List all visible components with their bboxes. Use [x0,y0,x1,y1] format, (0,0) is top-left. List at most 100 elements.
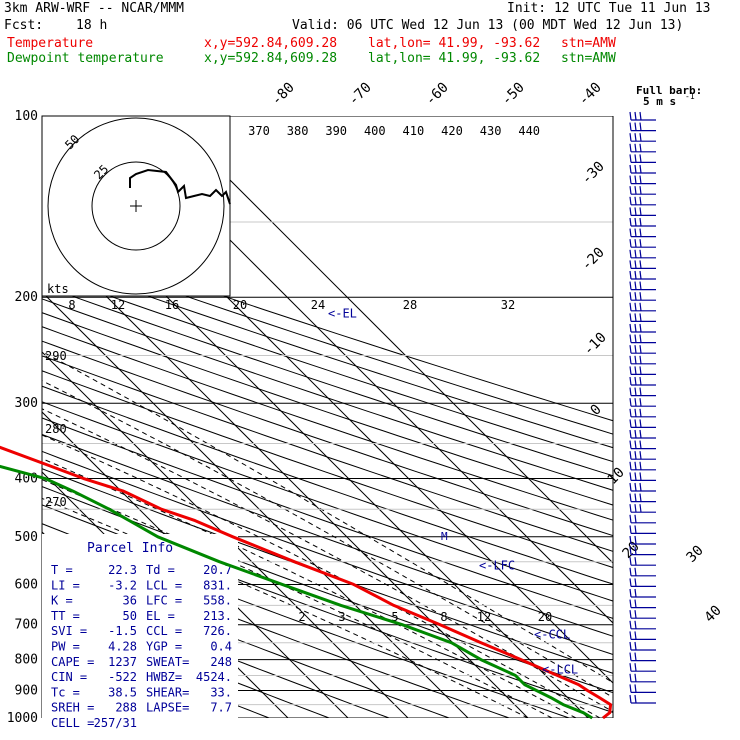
temperature-label: -60 [423,80,452,109]
parcel-value: 50 [123,609,137,623]
temperature-label: -30 [579,159,608,188]
wind-barb-flag [629,631,632,640]
init-time: Init: 12 UTC Tue 11 Jun 13 [507,1,711,16]
wind-barb-flag [634,684,637,693]
wind-barb-flag [629,514,632,523]
wind-barb-flag [629,249,632,258]
wind-barb-flag [629,387,632,396]
hodograph-trace [129,168,231,205]
hodograph-units: kts [47,282,69,296]
wind-barb-flag [629,578,632,587]
wind-barb-flag [639,175,642,184]
wind-barb-flag [629,143,632,152]
parcel-key: SREH = [51,701,94,715]
forecast-label: Fcst: [4,18,44,33]
wind-barb-flag [629,122,632,131]
temperature-label: -80 [269,80,298,109]
theta-label: 440 [518,124,540,138]
wind-barb-flag [629,546,632,555]
temperature-label: -10 [581,330,610,359]
theta-label: 380 [287,124,309,138]
wind-barb-flag [634,302,637,311]
wind-barb-flag [629,567,632,576]
theta-label: 430 [480,124,502,138]
dew-latlon: lat,lon= 41.99, -93.62 [368,51,541,66]
moist-adiabat [42,479,553,718]
wind-barb-flag [629,345,632,354]
wind-barb-flag [639,186,642,195]
wind-barb-flag [639,387,642,396]
parcel-value: 22.3 [108,563,137,577]
parcel-info-panel [42,534,238,718]
wind-barb-flag [629,186,632,195]
wind-barb-flag [639,313,642,322]
wind-barb-flag [634,419,637,428]
parcel-key: K = [51,594,73,608]
theta-label: 410 [403,124,425,138]
pressure-label: 600 [15,577,38,592]
parcel-value: 38.5 [108,685,137,699]
isotherm [42,351,409,718]
pressure-label: 100 [15,109,38,124]
wind-barb-flag [629,663,632,672]
wind-barb-flag [634,673,637,682]
wind-barb-flag [629,154,632,163]
wind-barb-flag [629,419,632,428]
temperature-label: -20 [579,245,608,274]
hodograph-ring [47,117,225,295]
wind-barb-flag [639,164,642,174]
wind-barb-flag [634,514,637,523]
pressure-label: 300 [15,396,38,411]
mixing-ratio-label: 8 [440,610,447,624]
wind-barb-flag [629,334,632,343]
temperature-label: 0 [588,402,605,419]
wind-barb-flag [639,217,642,227]
parcel-value: -3.2 [108,578,137,592]
wind-barb-flag [639,345,642,354]
pressure-label: 800 [15,653,38,668]
wind-barb-flag [629,398,632,407]
wind-barb-flag [634,323,637,333]
parcel-key: CAPE = [51,655,94,669]
wind-barb-flag [629,164,632,174]
wind-barb-flag [639,239,642,248]
temp-station: stn=AMW [561,36,616,51]
wind-barb-flag [629,694,632,704]
wind-barb-flag [629,355,632,364]
parcel-key: SVI = [51,624,87,638]
parcel-value: 831. [203,578,232,592]
wind-barb-flag [639,493,642,502]
wind-barb-flag [629,599,632,608]
wind-barb-flag [639,228,642,237]
wind-barb-flag [629,620,632,629]
wind-barb-flag [634,260,637,269]
parcel-value: 20.7 [203,563,232,577]
wind-barb-flag [629,302,632,311]
wind-barb-flag [639,472,642,481]
parcel-value: 4.28 [108,640,137,654]
wind-barb-flag [634,249,637,258]
wind-barb-flag [629,472,632,481]
parcel-value: 1237 [108,655,137,669]
wind-barb-flag [634,461,637,470]
wind-barb-flag [629,376,632,386]
wind-barb-flag [634,355,637,364]
wind-barb-flag [639,504,642,513]
temperature-label: 10 [605,465,628,488]
wind-barb-flag [634,429,637,439]
wind-barb-flag [639,419,642,428]
wind-barb-flag [629,228,632,237]
wind-barb-flag [629,504,632,513]
temperature-label: -50 [499,80,528,109]
parcel-key: CIN = [51,670,87,684]
pressure-label: 1000 [7,711,38,726]
wind-barb-flag [629,557,632,566]
theta-side-label: 270 [45,495,67,509]
mixing-ratio-label: 5 [391,610,398,624]
temp-latlon: lat,lon= 41.99, -93.62 [368,36,541,51]
forecast-hour: 18 h [76,18,108,33]
theta-label: 370 [248,124,270,138]
moist-adiabat [42,497,529,718]
parcel-key: CELL = [51,716,94,730]
wind-barb-flag [629,217,632,227]
